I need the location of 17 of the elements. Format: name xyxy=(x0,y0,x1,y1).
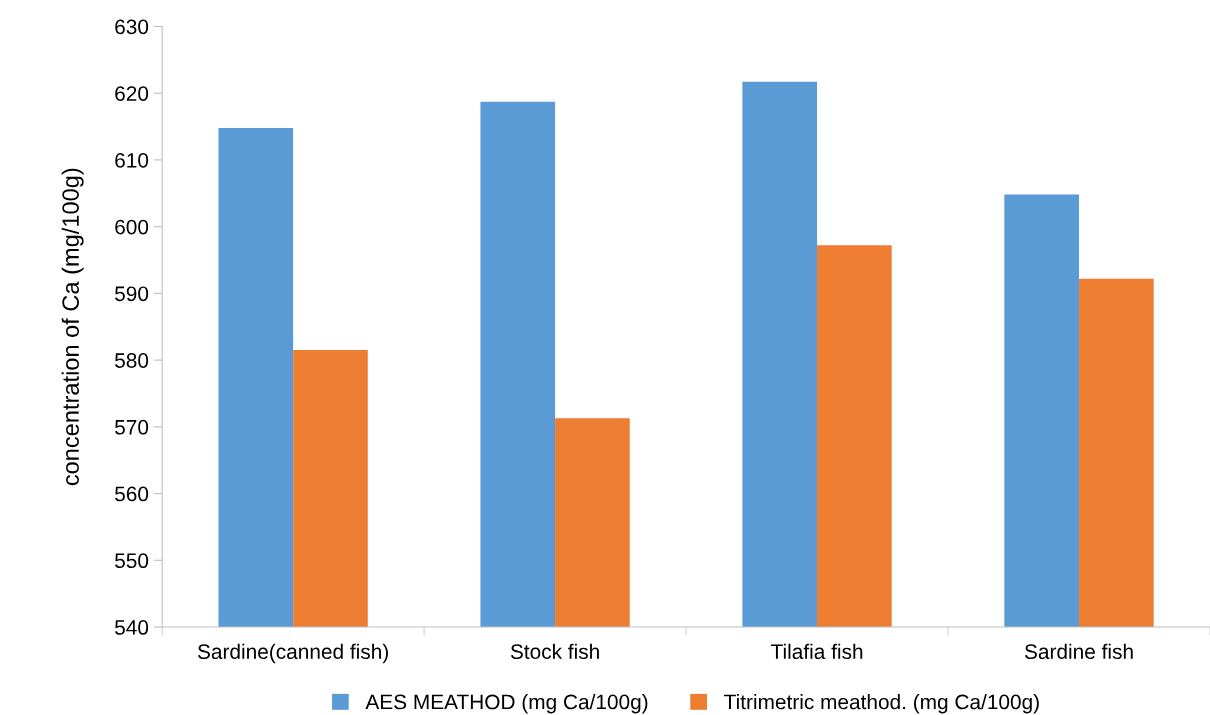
y-tick-label: 550 xyxy=(115,553,149,569)
y-tick-label: 540 xyxy=(115,620,149,635)
legend-label: Titrimetric meathod. (mg Ca/100g) xyxy=(724,693,1039,714)
y-tick-label: 590 xyxy=(115,286,149,302)
legend-label: AES MEATHOD (mg Ca/100g) xyxy=(365,693,648,714)
y-tick-label: 580 xyxy=(115,353,149,368)
y-tick-label: 610 xyxy=(115,152,149,168)
y-tick-label: 570 xyxy=(115,419,149,435)
y-tick-label: 600 xyxy=(115,219,149,235)
y-tick-label: 620 xyxy=(115,86,149,101)
x-tick-label: Stock fish xyxy=(510,643,599,660)
x-tick-label: Sardine(canned fish) xyxy=(197,643,388,664)
y-tick-label: 560 xyxy=(115,486,149,502)
y-axis-title: concentration of Ca (mg/100g) xyxy=(61,168,84,486)
x-tick-label: Tilafia fish xyxy=(771,643,863,660)
y-tick-label: 630 xyxy=(115,19,149,35)
x-tick-label: Sardine fish xyxy=(1024,643,1133,660)
